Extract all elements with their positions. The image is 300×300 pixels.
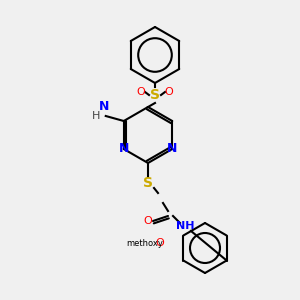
Text: N: N	[167, 142, 177, 155]
Text: N: N	[118, 142, 129, 155]
Text: methoxy: methoxy	[127, 238, 164, 247]
Text: S: S	[143, 176, 153, 190]
Text: N: N	[99, 100, 109, 113]
Text: O: O	[156, 238, 164, 248]
Text: O: O	[144, 216, 152, 226]
Text: O: O	[136, 87, 146, 97]
Text: S: S	[150, 88, 160, 102]
Text: O: O	[165, 87, 173, 97]
Text: NH: NH	[176, 221, 194, 231]
Text: H: H	[92, 111, 100, 121]
